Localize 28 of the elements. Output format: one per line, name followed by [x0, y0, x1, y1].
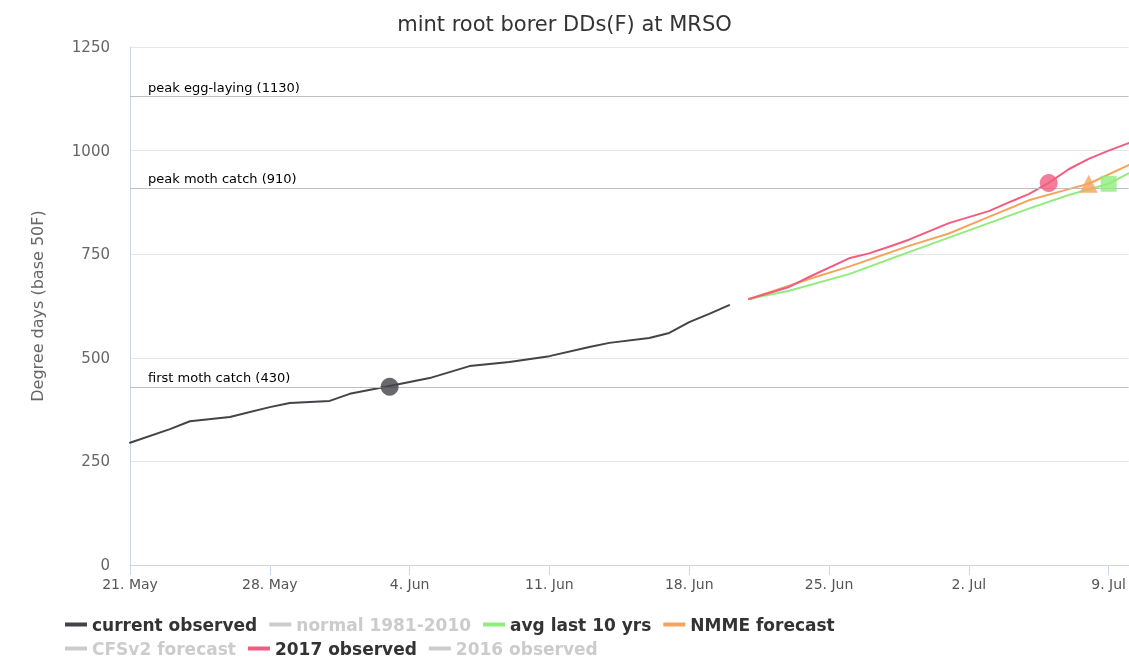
point: [1079, 174, 1098, 193]
x-tick-label: 25. Jun: [804, 576, 854, 592]
x-tick-label: 9. Jul: [1091, 576, 1126, 592]
x-tick-label: 21. May: [102, 576, 158, 592]
legend-label: 2017 observed: [274, 638, 417, 659]
x-tick-label: 2. Jul: [951, 576, 987, 592]
y-tick-label: 250: [81, 452, 110, 471]
legend-label: current observed: [92, 614, 258, 635]
y-axis-title: Degree days (base 50F): [27, 210, 47, 402]
point: [1039, 173, 1058, 192]
x-tick-label: 11. Jun: [525, 576, 574, 592]
x-tick-label: 28. May: [241, 576, 298, 592]
y-tick-label: 0: [100, 556, 110, 574]
point: [380, 377, 399, 396]
y-tick-label: 500: [81, 348, 110, 367]
point: [1100, 175, 1117, 192]
y-tick-label: 1000: [71, 141, 110, 160]
chart-title: mint root borer DDs(F) at MRSO: [397, 11, 732, 36]
ref-line-label: peak moth catch (910): [148, 170, 297, 186]
line-series: [129, 304, 731, 444]
ref-line-label: first moth catch (430): [148, 369, 291, 385]
y-tick-label: 750: [81, 245, 110, 264]
legend-label: NMME forecast: [690, 614, 835, 635]
x-tick-label: 18. Jun: [664, 576, 714, 592]
y-tick-label: 1250: [71, 38, 110, 56]
legend-label: avg last 10 yrs: [510, 614, 652, 635]
ref-line-label: peak egg-laying (1130): [148, 79, 300, 95]
x-tick-label: 4. Jun: [389, 576, 430, 592]
